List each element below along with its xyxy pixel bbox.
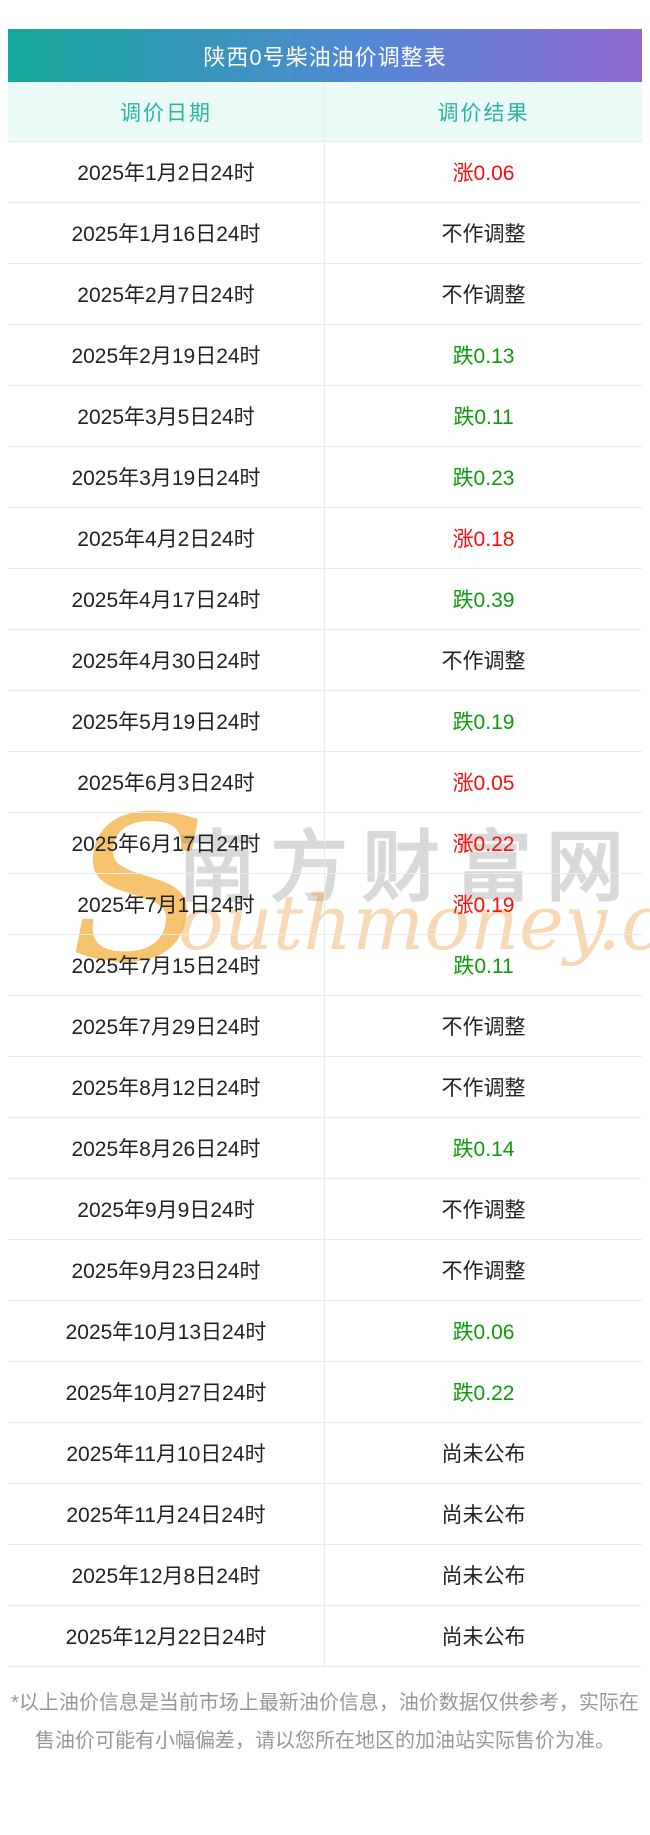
table-row: 2025年4月17日24时 跌0.39 xyxy=(8,569,642,630)
adjustment-result: 跌0.06 xyxy=(452,1321,515,1344)
adjustment-result: 尚未公布 xyxy=(441,1565,526,1588)
adjustment-result: 不作调整 xyxy=(441,284,526,307)
table-row: 2025年1月2日24时 涨0.06 xyxy=(8,142,642,203)
adjustment-result: 跌0.11 xyxy=(453,955,514,978)
table-row: 2025年12月8日24时 尚未公布 xyxy=(8,1545,642,1606)
table-row: 2025年2月19日24时 跌0.13 xyxy=(8,325,642,386)
table-row: 2025年11月24日24时 尚未公布 xyxy=(8,1484,642,1545)
table-row: 2025年9月23日24时 不作调整 xyxy=(8,1240,642,1301)
oil-price-adjustment-table: 陕西0号柴油油价调整表 调价日期 调价结果 2025年1月2日24时 涨0.06… xyxy=(8,29,642,1667)
table-title: 陕西0号柴油油价调整表 xyxy=(8,29,642,82)
table-row: 2025年10月27日24时 跌0.22 xyxy=(8,1362,642,1423)
table-row: 2025年8月12日24时 不作调整 xyxy=(8,1057,642,1118)
adjustment-result: 涨0.19 xyxy=(452,894,515,917)
table-row: 2025年3月5日24时 跌0.11 xyxy=(8,386,642,447)
table-row: 2025年6月17日24时 涨0.22 xyxy=(8,813,642,874)
table-row: 2025年8月26日24时 跌0.14 xyxy=(8,1118,642,1179)
adjustment-result: 不作调整 xyxy=(441,1260,526,1283)
adjustment-result: 不作调整 xyxy=(441,223,526,246)
adjustment-date: 2025年8月26日24时 xyxy=(8,1118,325,1178)
table-row: 2025年4月2日24时 涨0.18 xyxy=(8,508,642,569)
adjustment-date: 2025年7月1日24时 xyxy=(8,874,325,934)
adjustment-result: 不作调整 xyxy=(441,1016,526,1039)
table-row: 2025年3月19日24时 跌0.23 xyxy=(8,447,642,508)
table-row: 2025年6月3日24时 涨0.05 xyxy=(8,752,642,813)
adjustment-date: 2025年11月24日24时 xyxy=(8,1484,325,1544)
column-header-date: 调价日期 xyxy=(8,82,325,141)
adjustment-date: 2025年12月22日24时 xyxy=(8,1606,325,1666)
adjustment-date: 2025年10月13日24时 xyxy=(8,1301,325,1361)
adjustment-result: 跌0.19 xyxy=(452,711,515,734)
table-row: 2025年7月1日24时 涨0.19 xyxy=(8,874,642,935)
table-row: 2025年2月7日24时 不作调整 xyxy=(8,264,642,325)
adjustment-date: 2025年7月29日24时 xyxy=(8,996,325,1056)
adjustment-result: 跌0.39 xyxy=(452,589,515,612)
table-row: 2025年10月13日24时 跌0.06 xyxy=(8,1301,642,1362)
adjustment-date: 2025年1月16日24时 xyxy=(8,203,325,263)
adjustment-result: 不作调整 xyxy=(441,1199,526,1222)
table-row: 2025年4月30日24时 不作调整 xyxy=(8,630,642,691)
disclaimer-note: *以上油价信息是当前市场上最新油价信息，油价数据仅供参考，实际在售油价可能有小幅… xyxy=(11,1692,639,1752)
adjustment-result: 不作调整 xyxy=(441,1077,526,1100)
adjustment-result: 不作调整 xyxy=(441,650,526,673)
adjustment-date: 2025年4月30日24时 xyxy=(8,630,325,690)
adjustment-result: 涨0.05 xyxy=(452,772,515,795)
adjustment-result: 跌0.22 xyxy=(452,1382,515,1405)
adjustment-result: 尚未公布 xyxy=(441,1626,526,1649)
table-row: 2025年7月15日24时 跌0.11 xyxy=(8,935,642,996)
adjustment-result: 涨0.18 xyxy=(452,528,515,551)
adjustment-result: 跌0.14 xyxy=(452,1138,515,1161)
column-header-result: 调价结果 xyxy=(437,101,530,125)
table-body: 2025年1月2日24时 涨0.06 2025年1月16日24时 不作调整 20… xyxy=(8,142,642,1667)
adjustment-date: 2025年8月12日24时 xyxy=(8,1057,325,1117)
adjustment-result: 跌0.11 xyxy=(453,406,514,429)
adjustment-result: 跌0.13 xyxy=(452,345,515,368)
table-row: 2025年7月29日24时 不作调整 xyxy=(8,996,642,1057)
adjustment-date: 2025年3月19日24时 xyxy=(8,447,325,507)
adjustment-date: 2025年2月19日24时 xyxy=(8,325,325,385)
adjustment-date: 2025年4月2日24时 xyxy=(8,508,325,568)
adjustment-date: 2025年11月10日24时 xyxy=(8,1423,325,1483)
table-row: 2025年9月9日24时 不作调整 xyxy=(8,1179,642,1240)
adjustment-result: 涨0.22 xyxy=(452,833,515,856)
table-row: 2025年11月10日24时 尚未公布 xyxy=(8,1423,642,1484)
adjustment-date: 2025年3月5日24时 xyxy=(8,386,325,446)
adjustment-date: 2025年1月2日24时 xyxy=(8,142,325,202)
table-row: 2025年1月16日24时 不作调整 xyxy=(8,203,642,264)
adjustment-date: 2025年5月19日24时 xyxy=(8,691,325,751)
adjustment-result: 尚未公布 xyxy=(441,1443,526,1466)
table-row: 2025年12月22日24时 尚未公布 xyxy=(8,1606,642,1667)
adjustment-result: 涨0.06 xyxy=(452,162,515,185)
table-header-row: 调价日期 调价结果 xyxy=(8,82,642,142)
table-row: 2025年5月19日24时 跌0.19 xyxy=(8,691,642,752)
adjustment-result: 尚未公布 xyxy=(441,1504,526,1527)
adjustment-date: 2025年2月7日24时 xyxy=(8,264,325,324)
adjustment-date: 2025年6月17日24时 xyxy=(8,813,325,873)
adjustment-date: 2025年9月23日24时 xyxy=(8,1240,325,1300)
adjustment-date: 2025年4月17日24时 xyxy=(8,569,325,629)
adjustment-date: 2025年10月27日24时 xyxy=(8,1362,325,1422)
adjustment-date: 2025年12月8日24时 xyxy=(8,1545,325,1605)
adjustment-date: 2025年7月15日24时 xyxy=(8,935,325,995)
adjustment-date: 2025年6月3日24时 xyxy=(8,752,325,812)
adjustment-result: 跌0.23 xyxy=(452,467,515,490)
adjustment-date: 2025年9月9日24时 xyxy=(8,1179,325,1239)
